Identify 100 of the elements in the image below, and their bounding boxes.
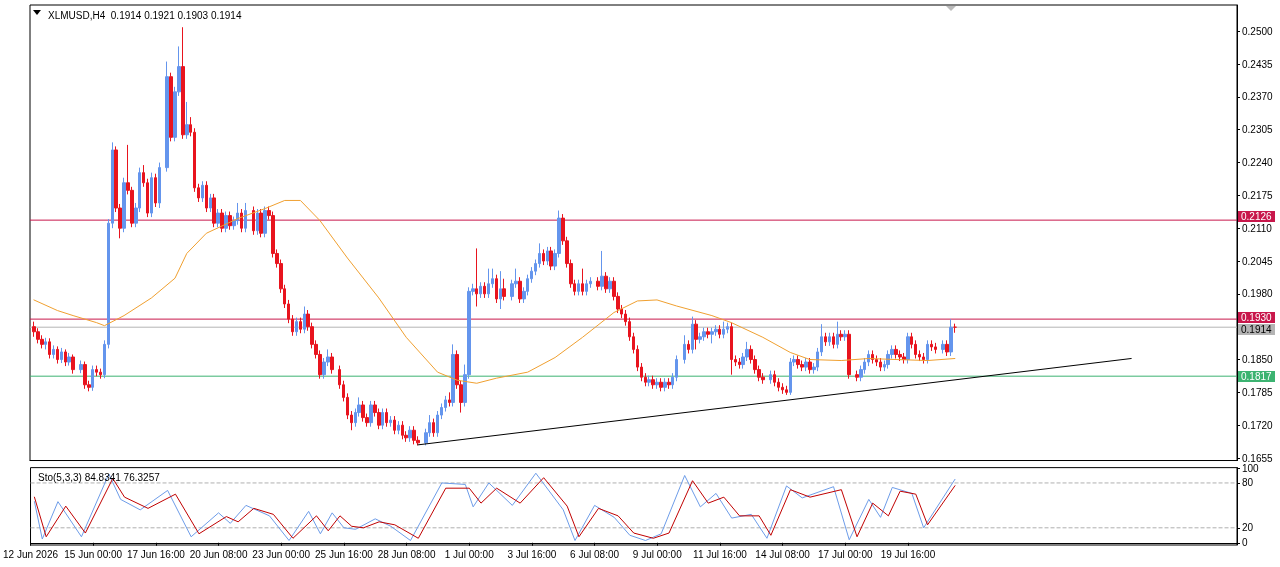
candlestick — [44, 337, 47, 350]
candlestick — [228, 211, 232, 231]
x-tick-label: 19 Jul 16:00 — [880, 548, 936, 560]
candlestick — [475, 247, 478, 307]
candlestick — [259, 208, 263, 238]
candlestick — [252, 206, 255, 236]
candlestick — [949, 318, 953, 357]
candlestick — [683, 334, 686, 365]
candlestick — [502, 278, 506, 301]
candlestick — [158, 162, 161, 209]
x-tick-label: 23 Jun 00:00 — [252, 548, 311, 560]
candlestick — [154, 173, 157, 208]
candlestick — [855, 370, 859, 382]
candlestick — [824, 332, 827, 347]
candlestick — [722, 321, 725, 339]
candlestick — [67, 352, 71, 367]
x-tick-label: 12 Jun 2026 — [2, 548, 59, 560]
candlestick — [401, 420, 404, 440]
candlestick — [201, 180, 204, 203]
y-tick-label: 0.2240 — [1242, 157, 1274, 169]
candlestick — [726, 322, 729, 334]
x-tick-label: 17 Jul 00:00 — [818, 548, 873, 560]
candlestick — [934, 342, 937, 354]
candlestick — [483, 281, 486, 299]
candlestick — [687, 339, 690, 354]
candlestick — [451, 343, 455, 407]
y-tick-label: 0.2370 — [1242, 91, 1274, 103]
x-tick-label: 14 Jul 08:00 — [755, 548, 811, 560]
line-series — [33, 199, 956, 384]
candlestick — [185, 101, 189, 140]
candlestick — [655, 377, 659, 390]
candlestick — [808, 357, 812, 375]
candlestick — [369, 400, 373, 428]
candlestick — [263, 206, 267, 238]
candlestick — [181, 26, 185, 140]
chart-title: Sto(5,3,3) 84.8341 76.3257 — [38, 471, 161, 483]
candlestick — [205, 180, 208, 213]
candlestick — [785, 385, 788, 396]
candlestick — [694, 319, 698, 350]
y-tick-label: 0.2305 — [1242, 124, 1274, 136]
candlestick — [56, 345, 59, 365]
candlestick — [99, 368, 102, 380]
candlestick — [879, 357, 882, 372]
candlestick — [236, 202, 239, 226]
x-tick-label: 20 Jun 08:00 — [189, 548, 248, 560]
ref-line-label: 0.1817 — [1238, 370, 1275, 382]
chart-title: XLMUSD,H4 0.1914 0.1921 0.1903 0.1914 — [48, 9, 242, 21]
candlestick — [871, 349, 874, 365]
candlestick — [581, 268, 584, 296]
y-tick-label: 0.2500 — [1242, 25, 1274, 37]
candlestick — [941, 339, 945, 354]
candlestick — [495, 274, 498, 304]
candlestick — [393, 415, 396, 435]
candlestick — [930, 339, 933, 352]
candlestick — [906, 332, 910, 365]
candlestick — [408, 425, 412, 443]
candlestick — [397, 420, 400, 435]
y-tick-label: 0.2110 — [1242, 222, 1273, 234]
ref-line-label: 0.1914 — [1238, 323, 1275, 335]
candlestick — [651, 375, 655, 390]
y-tick-label: 80 — [1242, 477, 1254, 489]
candlestick — [828, 332, 831, 347]
candlestick — [542, 248, 545, 266]
candlestick — [209, 193, 212, 213]
candlestick — [150, 172, 153, 218]
x-tick-label: 11 Jul 16:00 — [693, 548, 748, 560]
candlestick — [796, 354, 800, 370]
x-tick-label: 9 Jul 00:00 — [632, 548, 683, 560]
candlestick — [604, 271, 608, 294]
candlestick — [216, 208, 220, 228]
y-tick-label: 100 — [1242, 462, 1260, 474]
candlestick — [832, 332, 835, 349]
candlestick — [71, 353, 75, 375]
candlestick — [212, 193, 216, 228]
y-tick-label: 0.1785 — [1242, 386, 1274, 398]
candlestick — [773, 370, 776, 387]
candlestick — [240, 208, 243, 233]
candlestick — [836, 321, 839, 349]
candlestick — [730, 322, 733, 376]
x-tick-label: 1 Jul 00:00 — [444, 548, 495, 560]
candlestick — [385, 408, 388, 428]
y-tick-label: 0.2175 — [1242, 189, 1274, 201]
ref-line-label: 0.2126 — [1238, 210, 1275, 222]
candlestick — [389, 415, 392, 428]
candlestick — [596, 276, 600, 291]
x-tick-label: 15 Jun 00:00 — [64, 548, 123, 560]
candlestick — [922, 352, 925, 365]
candlestick — [546, 246, 549, 266]
candlestick — [718, 324, 721, 339]
candlestick — [663, 377, 667, 392]
candlestick — [804, 357, 808, 372]
candlestick — [299, 317, 302, 334]
candlestick — [518, 276, 522, 304]
candlestick — [875, 354, 878, 367]
candlestick — [549, 246, 553, 271]
candlestick — [839, 329, 843, 342]
candlestick — [585, 279, 588, 296]
candlestick — [361, 400, 365, 423]
candlestick — [702, 327, 706, 342]
candlestick — [667, 377, 671, 390]
